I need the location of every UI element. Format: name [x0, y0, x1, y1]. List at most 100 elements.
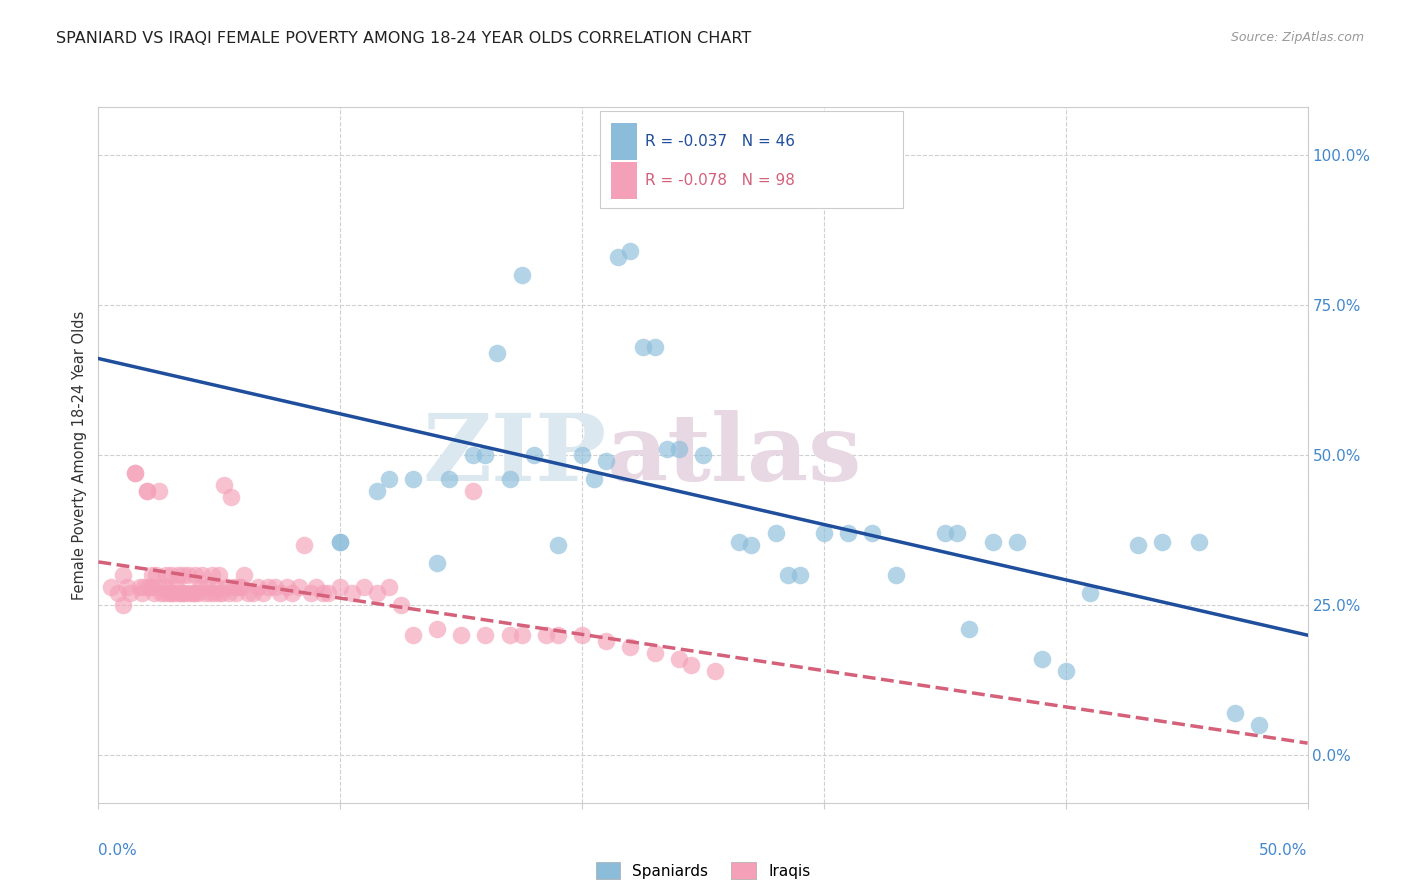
Point	[167, 586, 190, 600]
Y-axis label: Female Poverty Among 18-24 Year Olds: Female Poverty Among 18-24 Year Olds	[72, 310, 87, 599]
Point	[510, 628, 533, 642]
Point	[194, 586, 217, 600]
Point	[607, 250, 630, 264]
Point	[450, 628, 472, 642]
Point	[329, 534, 352, 549]
Point	[198, 586, 221, 600]
Text: R = -0.078   N = 98: R = -0.078 N = 98	[645, 173, 794, 188]
Point	[134, 580, 156, 594]
Point	[692, 448, 714, 462]
Point	[353, 580, 375, 594]
Point	[474, 448, 496, 462]
Point	[118, 586, 141, 600]
Point	[252, 586, 274, 600]
Point	[728, 534, 751, 549]
Point	[402, 472, 425, 486]
Point	[510, 268, 533, 282]
Point	[155, 580, 177, 594]
Point	[208, 567, 231, 582]
Point	[181, 586, 204, 600]
Point	[342, 586, 364, 600]
Point	[165, 580, 187, 594]
Point	[100, 580, 122, 594]
Point	[184, 586, 207, 600]
Point	[204, 586, 226, 600]
Point	[155, 567, 177, 582]
Point	[172, 586, 194, 600]
Point	[316, 586, 339, 600]
Point	[668, 442, 690, 456]
Point	[571, 628, 593, 642]
Point	[124, 466, 146, 480]
Point	[299, 586, 322, 600]
Point	[201, 567, 224, 582]
Point	[141, 580, 163, 594]
Point	[221, 490, 243, 504]
Point	[402, 628, 425, 642]
Point	[534, 628, 557, 642]
Point	[247, 580, 270, 594]
Point	[117, 580, 139, 594]
Point	[162, 586, 184, 600]
Point	[225, 586, 247, 600]
Point	[107, 586, 129, 600]
Point	[571, 448, 593, 462]
Point	[934, 525, 956, 540]
Text: 0.0%: 0.0%	[98, 843, 138, 858]
Point	[195, 580, 218, 594]
Point	[498, 472, 520, 486]
Point	[474, 628, 496, 642]
Point	[329, 534, 352, 549]
Point	[152, 586, 174, 600]
Point	[148, 580, 170, 594]
Point	[187, 586, 209, 600]
Point	[595, 454, 617, 468]
Point	[619, 640, 641, 654]
Point	[837, 525, 859, 540]
Point	[111, 598, 134, 612]
Point	[765, 525, 787, 540]
Point	[205, 580, 228, 594]
Point	[269, 586, 291, 600]
Point	[1007, 534, 1029, 549]
Point	[232, 567, 254, 582]
Point	[1054, 664, 1077, 678]
Point	[292, 538, 315, 552]
Point	[288, 580, 311, 594]
Point	[177, 567, 200, 582]
Point	[437, 472, 460, 486]
Point	[188, 580, 211, 594]
Point	[1223, 706, 1246, 720]
Point	[238, 586, 260, 600]
Point	[242, 586, 264, 600]
Text: Source: ZipAtlas.com: Source: ZipAtlas.com	[1230, 31, 1364, 45]
Point	[305, 580, 328, 594]
Point	[264, 580, 287, 594]
Point	[1078, 586, 1101, 600]
Point	[169, 586, 191, 600]
Point	[704, 664, 727, 678]
Point	[174, 586, 197, 600]
Point	[547, 538, 569, 552]
Point	[208, 586, 231, 600]
Point	[1188, 534, 1211, 549]
Text: ZIP: ZIP	[422, 410, 606, 500]
Point	[141, 567, 163, 582]
Point	[229, 580, 252, 594]
Point	[148, 483, 170, 498]
Point	[124, 466, 146, 480]
Point	[1152, 534, 1174, 549]
Legend: Spaniards, Iraqis: Spaniards, Iraqis	[589, 855, 817, 886]
Point	[145, 567, 167, 582]
Point	[389, 598, 412, 612]
Point	[128, 580, 150, 594]
Point	[547, 628, 569, 642]
Point	[329, 580, 352, 594]
Point	[644, 646, 666, 660]
Point	[981, 534, 1004, 549]
Point	[256, 580, 278, 594]
Point	[523, 448, 546, 462]
Point	[160, 567, 183, 582]
Text: SPANIARD VS IRAQI FEMALE POVERTY AMONG 18-24 YEAR OLDS CORRELATION CHART: SPANIARD VS IRAQI FEMALE POVERTY AMONG 1…	[56, 31, 751, 46]
Point	[860, 525, 883, 540]
